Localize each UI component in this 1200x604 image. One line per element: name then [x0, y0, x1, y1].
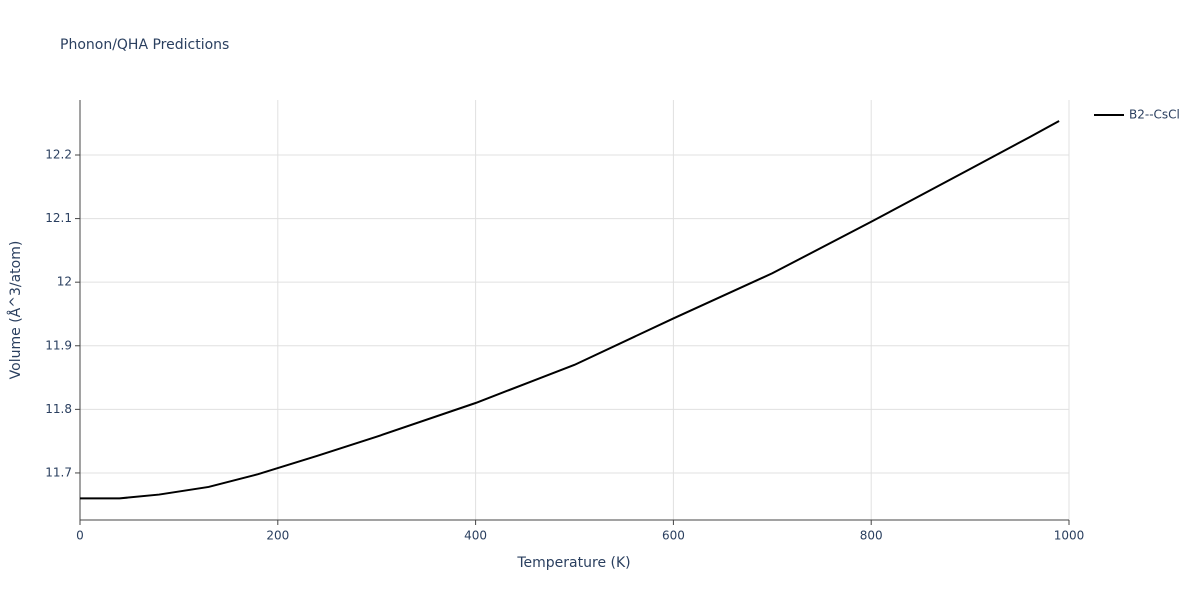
x-tick-label: 200 [266, 529, 289, 543]
y-axis-label: Volume (Å^3/atom) [7, 241, 24, 380]
data-line [80, 120, 1060, 500]
y-tick-label: 11.7 [45, 465, 72, 479]
x-tick-label: 400 [464, 529, 487, 543]
y-tick-label: 12 [57, 275, 72, 289]
y-tick-label: 12.2 [45, 148, 72, 162]
y-tick-label: 11.8 [45, 402, 72, 416]
x-tick-label: 0 [76, 529, 84, 543]
y-tick-label: 11.9 [45, 338, 72, 352]
x-tick-label: 1000 [1054, 529, 1085, 543]
legend-label: B2--CsCl [1129, 108, 1180, 122]
y-tick-label: 12.1 [45, 211, 72, 225]
chart-title: Phonon/QHA Predictions [60, 37, 229, 53]
x-tick-label: 800 [860, 529, 883, 543]
x-axis-label: Temperature (K) [516, 555, 630, 571]
x-tick-label: 600 [662, 529, 685, 543]
